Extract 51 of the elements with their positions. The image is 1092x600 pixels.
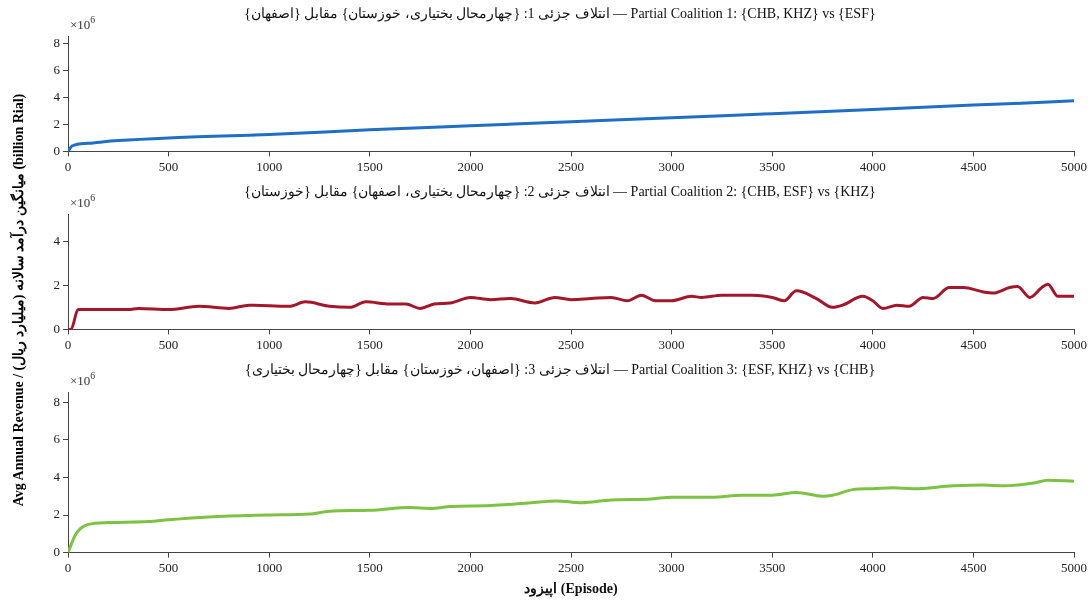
y-tick-label: 2 bbox=[53, 115, 60, 131]
x-tick-label: 0 bbox=[64, 559, 72, 575]
x-tick-label: 1500 bbox=[356, 158, 383, 174]
x-tick-label: 2000 bbox=[457, 336, 484, 352]
y-tick-label: 8 bbox=[53, 393, 60, 409]
x-tick-label: 0 bbox=[64, 336, 72, 352]
x-tick-label: 3000 bbox=[658, 559, 685, 575]
x-tick-label: 4500 bbox=[960, 559, 987, 575]
x-tick-label: 0 bbox=[64, 158, 72, 174]
y-tick-label: 4 bbox=[53, 232, 61, 248]
x-tick-label: 4500 bbox=[960, 336, 987, 352]
x-tick-label: 2000 bbox=[457, 158, 484, 174]
x-tick-label: 2500 bbox=[558, 559, 584, 575]
x-tick-label: 3500 bbox=[759, 158, 786, 174]
y-tick-label: 6 bbox=[53, 61, 61, 77]
y-tick-label: 2 bbox=[53, 506, 60, 522]
x-tick-label: 2500 bbox=[558, 336, 584, 352]
x-tick-label: 2500 bbox=[558, 158, 584, 174]
x-tick-label: 5000 bbox=[1061, 158, 1087, 174]
x-tick-label: 3000 bbox=[658, 336, 685, 352]
x-tick-label: 3000 bbox=[658, 158, 685, 174]
chart-title: انتلاف جزئی 3: {اصفهان، خوزستان} مقابل {چهارمحال بختیاری} — Partial Coalition 3: {ESF, KHZ} vs {CHB} bbox=[244, 362, 876, 379]
x-tick-label: 5000 bbox=[1061, 559, 1087, 575]
y-tick-label: 0 bbox=[53, 320, 60, 336]
y-tick-label: 2 bbox=[53, 276, 60, 292]
y-axis-title: Avg Annual Revenue / میانگین درآمد سالانه (میلیارد ریال) (billion Rial) bbox=[10, 92, 28, 509]
x-tick-label: 2000 bbox=[457, 559, 484, 575]
x-tick-label: 3500 bbox=[759, 559, 786, 575]
chart-title: انتلاف جزئی 2: {چهارمحال بختیاری، اصفهان} مقابل {خوزستان} — Partial Coalition 2: {CHB, ESF} vs {KHZ} bbox=[244, 184, 876, 201]
x-tick-label: 500 bbox=[158, 559, 179, 575]
x-tick-label: 1500 bbox=[356, 336, 383, 352]
x-tick-label: 4000 bbox=[859, 158, 886, 174]
x-tick-label: 1000 bbox=[256, 336, 283, 352]
x-tick-label: 5000 bbox=[1061, 336, 1087, 352]
y-tick-label: 8 bbox=[53, 34, 60, 50]
x-tick-label: 1500 bbox=[356, 559, 383, 575]
x-tick-label: 1000 bbox=[256, 158, 283, 174]
y-tick-label: 4 bbox=[53, 88, 61, 104]
x-tick-label: 500 bbox=[158, 158, 179, 174]
x-tick-label: 500 bbox=[158, 336, 179, 352]
x-tick-label: 1000 bbox=[256, 559, 283, 575]
x-axis-title: اپیزود (Episode) bbox=[524, 581, 618, 598]
y-tick-label: 6 bbox=[53, 431, 61, 447]
chart-title: انتلاف جزئی 1: {چهارمحال بختیاری، خوزستان} مقابل {اصفهان} — Partial Coalition 1: {CHB, KHZ} vs {ESF} bbox=[244, 6, 876, 23]
y-tick-label: 0 bbox=[53, 544, 60, 560]
x-tick-label: 3500 bbox=[759, 336, 786, 352]
y-tick-label: 0 bbox=[53, 142, 60, 158]
x-tick-label: 4500 bbox=[960, 158, 987, 174]
x-tick-label: 4000 bbox=[859, 559, 886, 575]
x-tick-label: 4000 bbox=[859, 336, 886, 352]
y-tick-label: 4 bbox=[53, 468, 61, 484]
